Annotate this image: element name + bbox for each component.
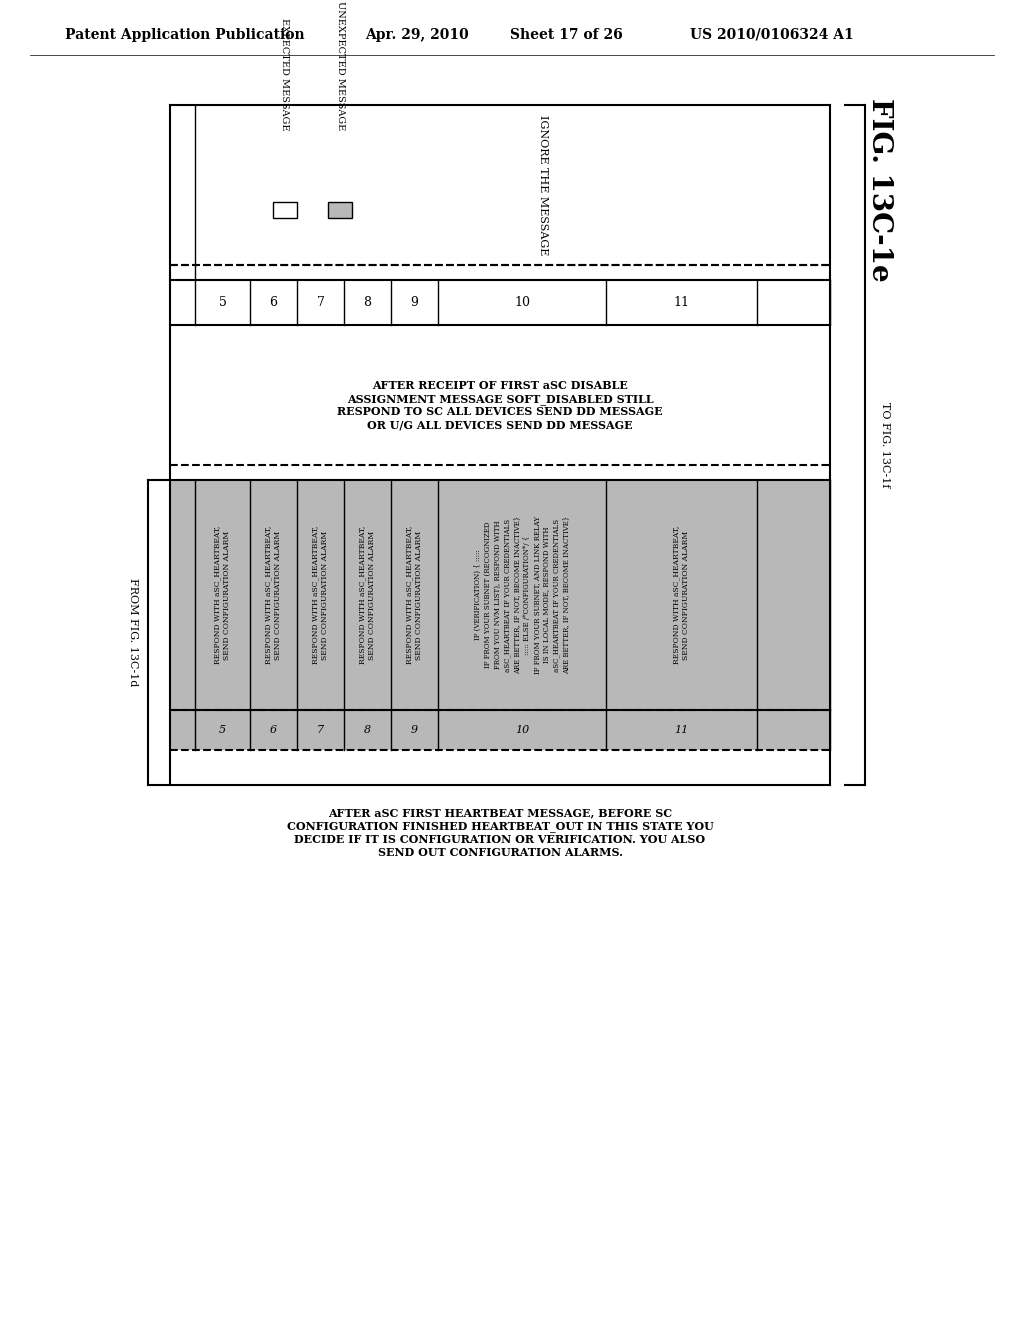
Text: UNEXPECTED MESSAGE: UNEXPECTED MESSAGE <box>336 1 344 129</box>
Text: 10: 10 <box>515 725 529 735</box>
Bar <box>273 202 297 218</box>
Text: US 2010/0106324 A1: US 2010/0106324 A1 <box>690 28 854 42</box>
Text: 6: 6 <box>270 725 278 735</box>
Bar <box>170 480 830 710</box>
Bar <box>170 345 830 465</box>
Text: AFTER RECEIPT OF FIRST aSC DISABLE
ASSIGNMENT MESSAGE SOFT_DISABLED STILL
RESPON: AFTER RECEIPT OF FIRST aSC DISABLE ASSIG… <box>337 380 663 430</box>
Text: 5: 5 <box>218 296 226 309</box>
Text: 11: 11 <box>674 296 689 309</box>
Text: RESPOND WITH aSC_HEARTBEAT,
SEND CONFIGURATION ALARM: RESPOND WITH aSC_HEARTBEAT, SEND CONFIGU… <box>264 525 283 664</box>
Bar <box>170 710 830 750</box>
Text: RESPOND WITH aSC_HEARTBEAT,
SEND CONFIGURATION ALARM: RESPOND WITH aSC_HEARTBEAT, SEND CONFIGU… <box>673 525 690 664</box>
Text: FROM FIG. 13C-1d: FROM FIG. 13C-1d <box>128 578 138 686</box>
Bar <box>328 202 352 218</box>
Text: FIG. 13C-1e: FIG. 13C-1e <box>866 98 894 282</box>
Text: 6: 6 <box>269 296 278 309</box>
Text: Sheet 17 of 26: Sheet 17 of 26 <box>510 28 623 42</box>
Text: 9: 9 <box>411 725 418 735</box>
Text: 7: 7 <box>316 296 325 309</box>
Text: IF (VERIFICATION) { :::::
IF FROM YOUR SUBNET (RECOGNIZED
FROM YOU NVM LIST), RE: IF (VERIFICATION) { ::::: IF FROM YOUR S… <box>474 516 570 675</box>
Text: 5: 5 <box>219 725 226 735</box>
Text: TO FIG. 13C-1f: TO FIG. 13C-1f <box>880 403 890 488</box>
Text: EXPECTED MESSAGE: EXPECTED MESSAGE <box>281 17 290 129</box>
Text: 8: 8 <box>364 725 371 735</box>
Text: RESPOND WITH aSC_HEARTBEAT,
SEND CONFIGURATION ALARM: RESPOND WITH aSC_HEARTBEAT, SEND CONFIGU… <box>406 525 423 664</box>
Text: Apr. 29, 2010: Apr. 29, 2010 <box>365 28 469 42</box>
Text: RESPOND WITH aSC_HEARTBEAT,
SEND CONFIGURATION ALARM: RESPOND WITH aSC_HEARTBEAT, SEND CONFIGU… <box>311 525 330 664</box>
Text: IGNORE THE MESSAGE: IGNORE THE MESSAGE <box>538 115 548 255</box>
Text: Patent Application Publication: Patent Application Publication <box>65 28 304 42</box>
Text: 8: 8 <box>364 296 372 309</box>
Bar <box>170 106 830 265</box>
Text: 7: 7 <box>317 725 324 735</box>
Text: 11: 11 <box>675 725 688 735</box>
Text: RESPOND WITH aSC_HEARTBEAT,
SEND CONFIGURATION ALARM: RESPOND WITH aSC_HEARTBEAT, SEND CONFIGU… <box>358 525 377 664</box>
Text: AFTER aSC FIRST HEARTBEAT MESSAGE, BEFORE SC
CONFIGURATION FINISHED HEARTBEAT_OU: AFTER aSC FIRST HEARTBEAT MESSAGE, BEFOR… <box>287 808 714 858</box>
Text: RESPOND WITH aSC_HEARTBEAT,
SEND CONFIGURATION ALARM: RESPOND WITH aSC_HEARTBEAT, SEND CONFIGU… <box>214 525 231 664</box>
Text: 10: 10 <box>514 296 530 309</box>
Text: 9: 9 <box>411 296 419 309</box>
